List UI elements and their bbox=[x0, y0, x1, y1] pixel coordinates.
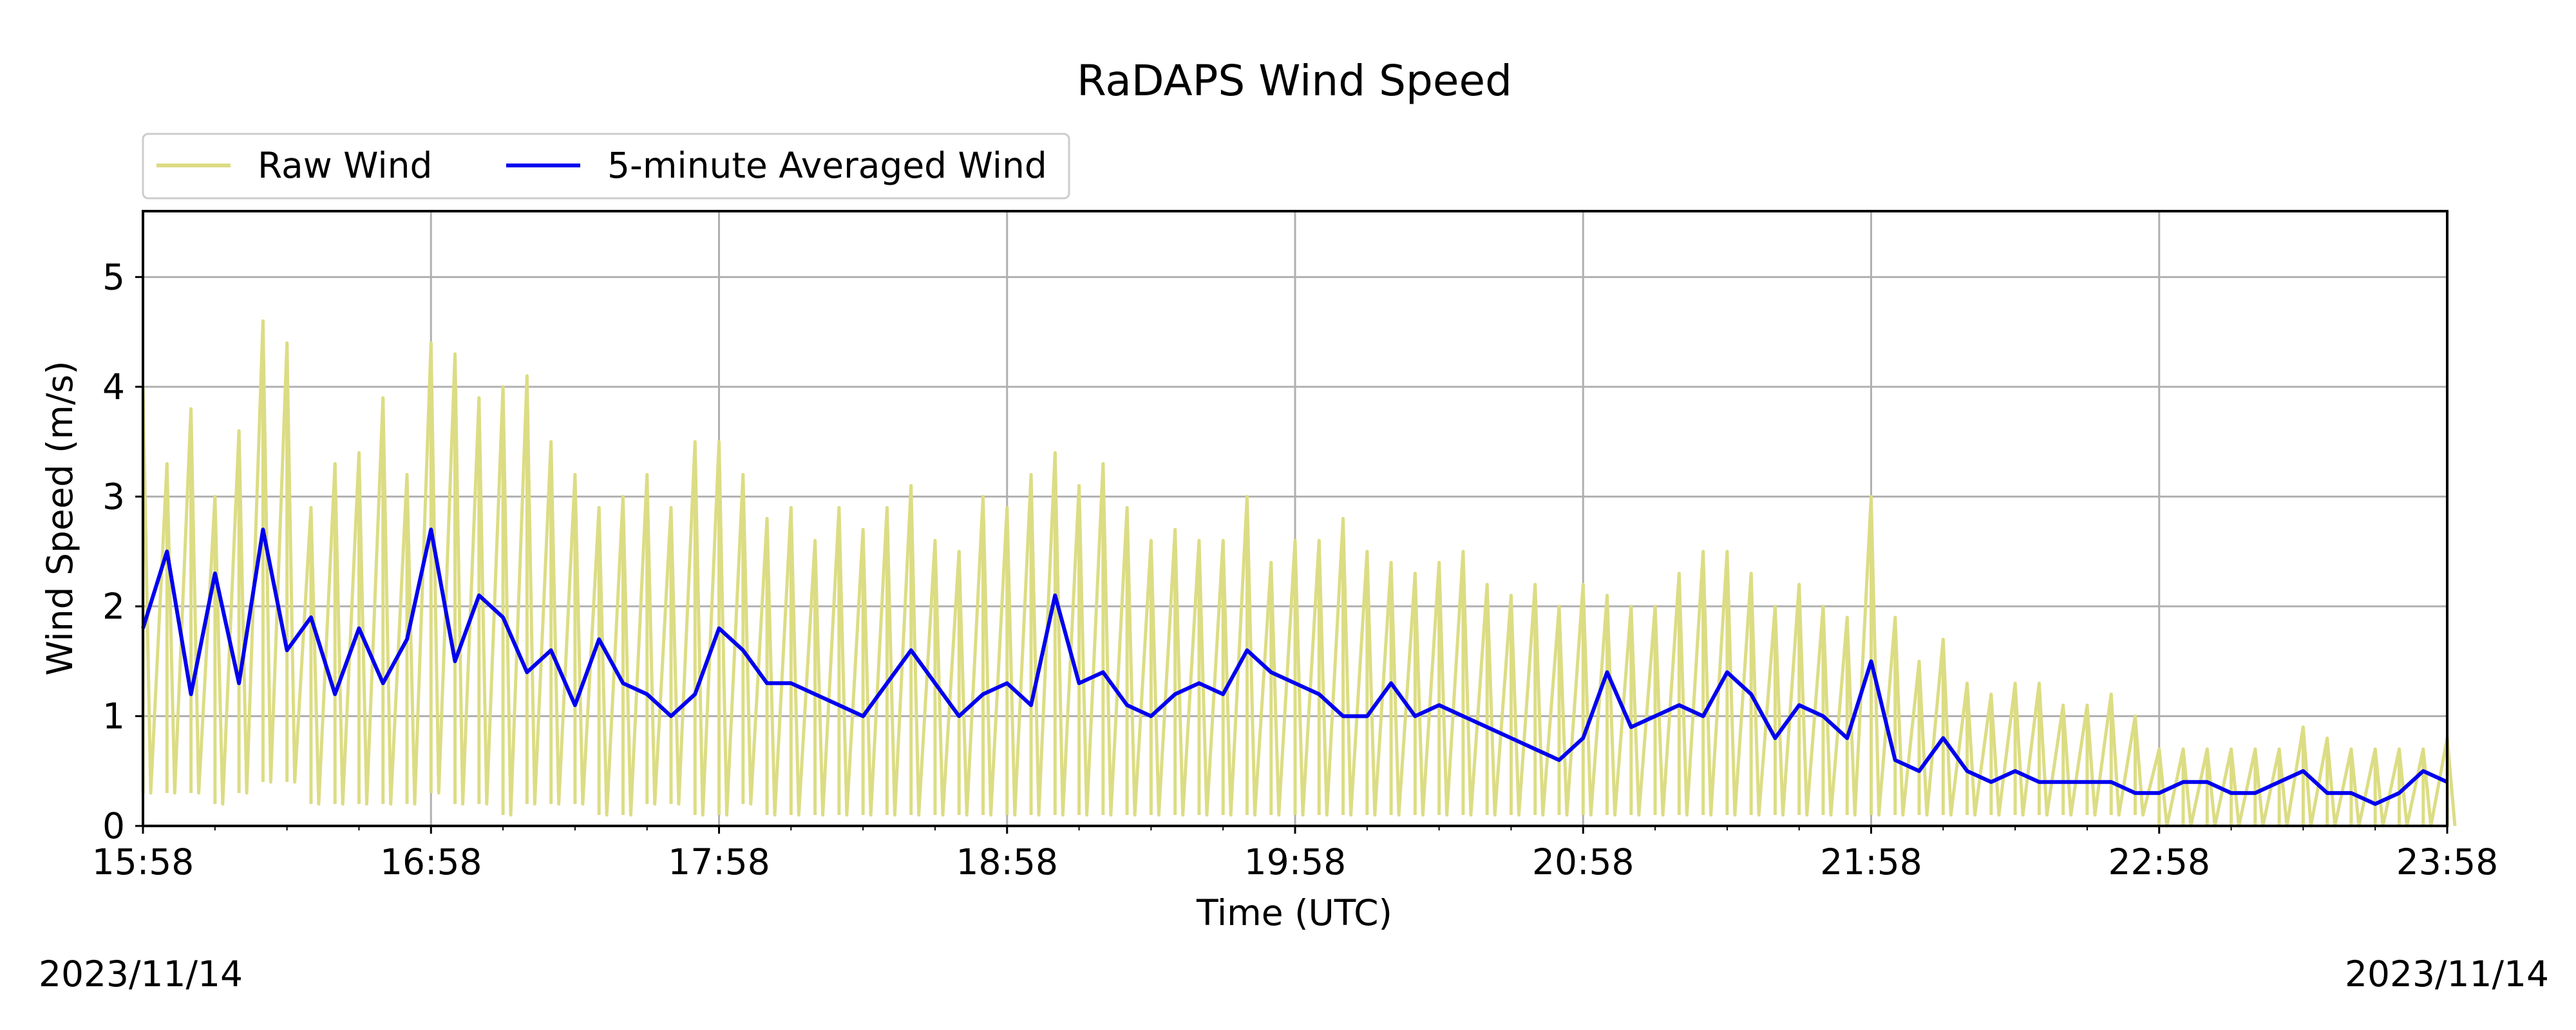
x-tick-label: 22:58 bbox=[2108, 841, 2210, 883]
averaged-wind-series bbox=[141, 527, 2448, 806]
x-tick-label: 17:58 bbox=[668, 841, 770, 883]
y-axis-ticks: 0 1 2 3 4 5 bbox=[102, 256, 143, 847]
x-tick-label: 15:58 bbox=[92, 841, 194, 883]
y-tick-label: 4 bbox=[102, 366, 125, 407]
x-tick-label: 20:58 bbox=[1532, 841, 1634, 883]
x-tick-label: 18:58 bbox=[956, 841, 1058, 883]
chart-title: RaDAPS Wind Speed bbox=[1077, 56, 1512, 106]
date-left: 2023/11/14 bbox=[39, 953, 243, 995]
date-right: 2023/11/14 bbox=[2345, 953, 2549, 995]
x-tick-label: 23:58 bbox=[2396, 841, 2499, 883]
y-tick-label: 5 bbox=[102, 256, 125, 297]
y-tick-label: 3 bbox=[102, 476, 125, 517]
x-tick-label: 16:58 bbox=[380, 841, 482, 883]
raw-wind-line bbox=[141, 319, 2457, 828]
y-tick-label: 0 bbox=[102, 805, 125, 847]
raw-wind-series bbox=[141, 319, 2457, 828]
y-axis-label: Wind Speed (m/s) bbox=[39, 360, 80, 675]
legend-raw-wind-label: Raw Wind bbox=[258, 145, 432, 186]
legend: Raw Wind 5-minute Averaged Wind bbox=[142, 133, 1070, 200]
legend-averaged-wind-label: 5-minute Averaged Wind bbox=[607, 145, 1047, 186]
x-axis-ticks: 15:58 16:58 17:58 18:58 19:58 20:58 21:58 22:58… bbox=[92, 826, 2499, 883]
y-tick-label: 1 bbox=[102, 695, 125, 736]
x-axis-label: Time (UTC) bbox=[1196, 892, 1392, 933]
legend-box bbox=[142, 133, 1070, 200]
x-tick-label: 21:58 bbox=[1820, 841, 1922, 883]
x-tick-label: 19:58 bbox=[1244, 841, 1347, 883]
y-tick-label: 2 bbox=[102, 586, 125, 627]
